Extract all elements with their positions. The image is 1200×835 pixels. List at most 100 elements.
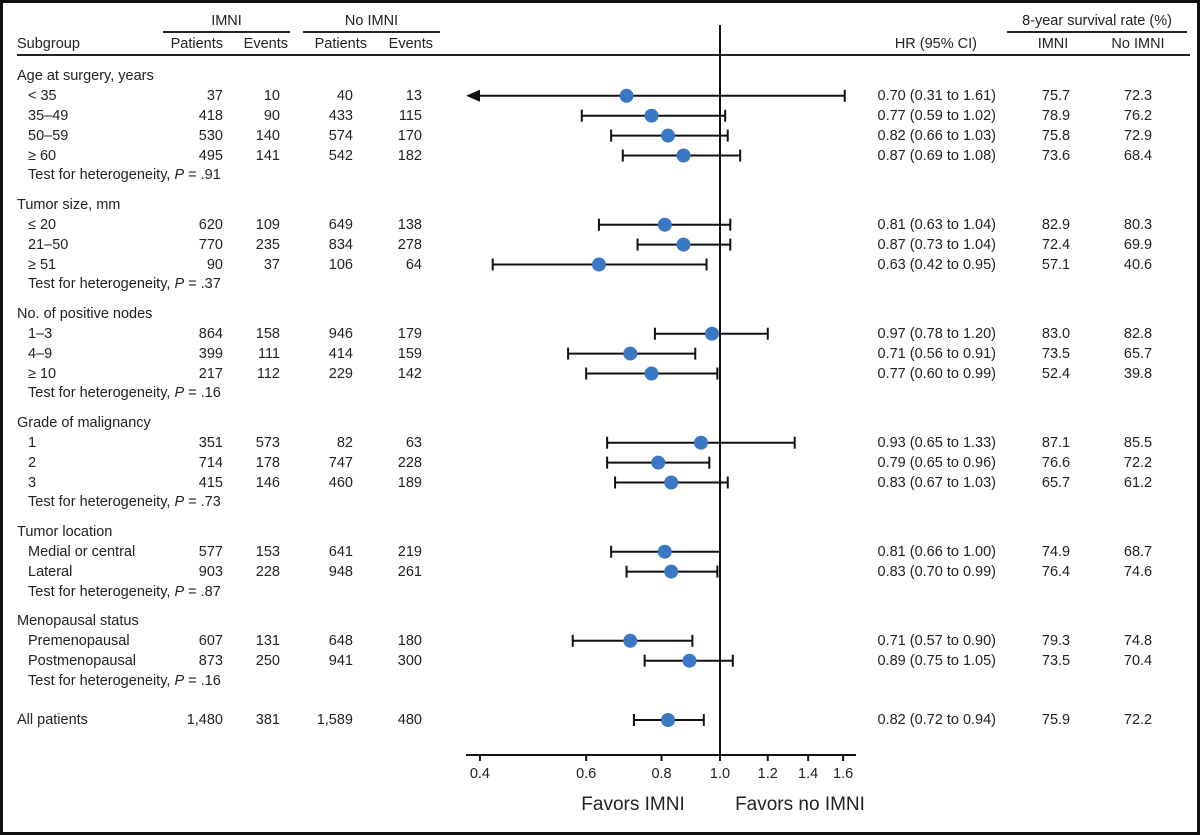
imni-events-cell: 250 (255, 652, 280, 669)
p-symbol: P (174, 167, 185, 184)
surv-imni-cell: 73.5 (1041, 345, 1071, 362)
imni-patients-cell: 770 (198, 236, 223, 253)
surv-no-imni-cell: 69.9 (1123, 236, 1153, 253)
imni-patients-cell: 351 (198, 434, 223, 451)
test-text: = (184, 583, 201, 600)
no-imni-patients-cell: 649 (328, 216, 353, 233)
surv-imni-cell: 76.6 (1041, 454, 1071, 471)
no-imni-events-cell: 115 (398, 107, 422, 124)
imni-group-header: IMNI (211, 13, 242, 29)
row-label: ≥ 51 (28, 256, 57, 273)
imni-events-cell: 37 (263, 256, 280, 273)
imni-events-header: Events (243, 36, 288, 52)
row-label: 35–49 (28, 107, 69, 124)
imni-events-cell: 112 (256, 365, 280, 382)
no-imni-group-header: No IMNI (344, 13, 399, 29)
surv-imni-cell: 73.5 (1041, 652, 1071, 669)
hr-point (623, 633, 638, 648)
no-imni-events-cell: 480 (397, 712, 422, 728)
no-imni-events-cell: 142 (397, 365, 422, 382)
heterogeneity-test: Test for heterogeneity, P = .91 (28, 166, 221, 184)
p-symbol: P (174, 385, 185, 402)
no-imni-patients-cell: 834 (328, 236, 353, 253)
no-imni-patients-cell: 648 (328, 632, 353, 649)
row-label: 4–9 (28, 345, 53, 362)
imni-patients-cell: 530 (198, 127, 223, 144)
heterogeneity-test: Test for heterogeneity, P = .16 (28, 672, 221, 690)
surv-no-imni-cell: 72.2 (1123, 712, 1153, 728)
surv-imni-cell: 52.4 (1041, 365, 1071, 382)
imni-patients-cell: 903 (198, 563, 223, 580)
imni-patients-cell: 37 (206, 87, 223, 104)
surv-imni-cell: 72.4 (1041, 236, 1071, 253)
test-text: Test for heterogeneity, (28, 385, 175, 402)
no-imni-events-cell: 170 (397, 127, 422, 144)
hr-point (661, 128, 676, 143)
surv-imni-cell: 73.6 (1041, 147, 1071, 164)
x-tick-label: 1.2 (757, 766, 778, 782)
p-value: .73 (200, 494, 221, 511)
no-imni-events-cell: 300 (397, 652, 422, 669)
hr-point (705, 326, 720, 341)
hr-point (676, 148, 691, 163)
imni-events-cell: 109 (255, 216, 280, 233)
no-imni-events-cell: 13 (405, 87, 422, 104)
no-imni-events-cell: 219 (397, 543, 422, 560)
hr-ci-cell: 0.79 (0.65 to 0.96) (877, 454, 997, 471)
row-label: 1 (28, 434, 37, 451)
x-tick-label: 1.4 (798, 766, 819, 782)
p-symbol: P (174, 672, 185, 689)
x-tick-label: 1.0 (709, 766, 731, 782)
hr-point (623, 346, 638, 361)
test-text: = (184, 385, 201, 402)
heterogeneity-test: Test for heterogeneity, P = .87 (28, 583, 221, 601)
no-imni-events-cell: 64 (405, 256, 422, 273)
hr-ci-cell: 0.89 (0.75 to 1.05) (877, 652, 997, 669)
hr-ci-cell: 0.81 (0.66 to 1.00) (877, 543, 997, 560)
test-text: = (184, 276, 201, 293)
favors-no-imni-label: Favors no IMNI (735, 794, 865, 815)
no-imni-patients-cell: 948 (328, 563, 353, 580)
hr-ci-cell: 0.93 (0.65 to 1.33) (877, 434, 997, 451)
hr-ci-cell: 0.63 (0.42 to 0.95) (877, 256, 997, 273)
p-value: .16 (200, 385, 221, 402)
p-symbol: P (174, 494, 185, 511)
hr-ci-cell: 0.87 (0.69 to 1.08) (877, 147, 997, 164)
row-label: 50–59 (28, 127, 69, 144)
test-text: = (184, 672, 201, 689)
hr-ci-cell: 0.97 (0.78 to 1.20) (877, 325, 997, 342)
no-imni-events-cell: 63 (405, 434, 422, 451)
test-text: Test for heterogeneity, (28, 276, 175, 293)
row-label: ≥ 60 (28, 147, 57, 164)
imni-patients-cell: 714 (198, 454, 223, 471)
row-label: Postmenopausal (28, 652, 137, 669)
p-value: .87 (200, 583, 221, 600)
no-imni-patients-cell: 229 (328, 365, 353, 382)
surv-no-imni-cell: 40.6 (1123, 256, 1153, 273)
hr-point (591, 257, 606, 272)
surv-no-imni-cell: 80.3 (1123, 216, 1153, 233)
row-label: ≥ 10 (28, 365, 57, 382)
imni-patients-cell: 873 (198, 652, 223, 669)
surv-imni-cell: 65.7 (1041, 474, 1071, 491)
hr-point (664, 564, 679, 579)
imni-patients-cell: 418 (198, 107, 223, 124)
hr-ci-cell: 0.83 (0.70 to 0.99) (877, 563, 997, 580)
imni-events-cell: 235 (255, 236, 280, 253)
imni-patients-cell: 1,480 (186, 712, 223, 728)
surv-imni-cell: 75.8 (1041, 127, 1071, 144)
no-imni-events-cell: 159 (397, 345, 422, 362)
imni-patients-header: Patients (170, 36, 223, 52)
row-label: ≤ 20 (28, 216, 57, 233)
no-imni-patients-cell: 946 (328, 325, 353, 342)
surv-no-imni-cell: 74.6 (1123, 563, 1153, 580)
no-imni-patients-cell: 433 (328, 107, 353, 124)
group-title: Tumor location (17, 523, 113, 540)
surv-no-imni-header: No IMNI (1111, 36, 1165, 52)
imni-events-cell: 178 (255, 454, 280, 471)
test-text: = (184, 167, 201, 184)
row-label: Lateral (28, 563, 73, 580)
no-imni-patients-cell: 1,589 (316, 712, 353, 728)
test-text: = (184, 494, 201, 511)
header-rule (17, 54, 1190, 56)
